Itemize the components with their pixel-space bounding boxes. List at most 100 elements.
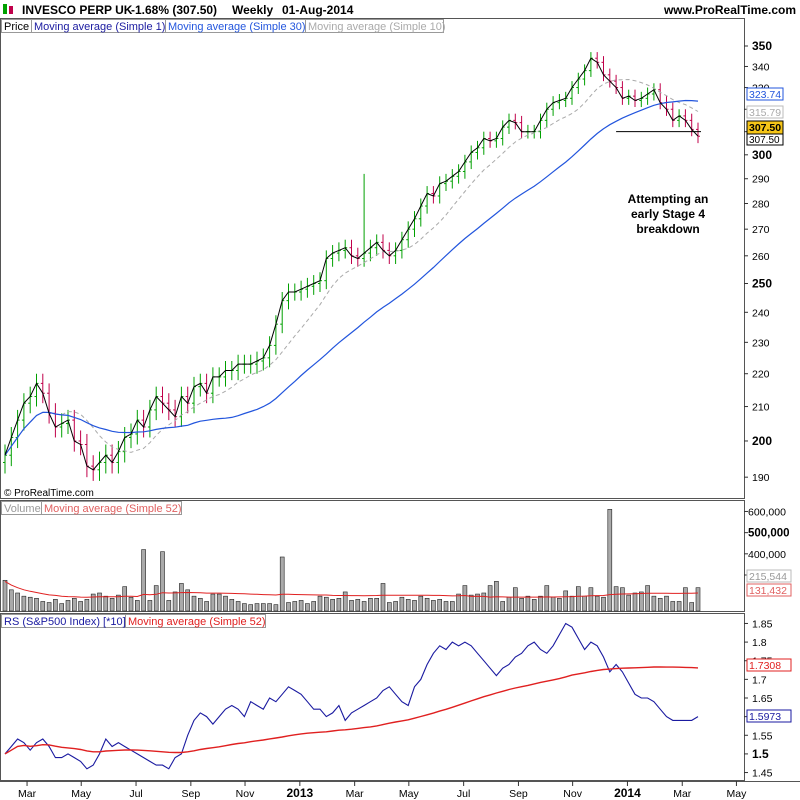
volume-bar xyxy=(468,594,474,612)
volume-bar xyxy=(525,595,531,612)
volume-bar xyxy=(632,592,638,612)
price-panel xyxy=(3,52,701,481)
volume-bar xyxy=(59,603,65,612)
volume-bar xyxy=(97,592,102,612)
label-rs: 1.5973 xyxy=(749,711,781,723)
volume-bar xyxy=(267,603,272,612)
price-tick-label: 260 xyxy=(752,251,770,263)
rs-tick-label: 1.5 xyxy=(752,747,769,761)
price-tick-label: 250 xyxy=(752,276,772,290)
rs-ma52-line xyxy=(4,666,699,755)
volume-bar xyxy=(260,603,266,612)
legend-ma10: Moving average (Simple 10) xyxy=(308,21,446,33)
price-tick-label: 220 xyxy=(752,369,770,381)
legend-volume-ma52: Moving average (Simple 52) xyxy=(44,503,182,515)
volume-bar xyxy=(336,597,342,612)
price-tick-label: 240 xyxy=(752,307,770,319)
rs-tick-label: 1.85 xyxy=(752,618,773,630)
volume-bar xyxy=(393,601,398,612)
rs-tick-label: 1.45 xyxy=(752,768,773,780)
volume-bar xyxy=(456,593,461,612)
ma1-line xyxy=(4,57,699,471)
volume-bar xyxy=(475,593,480,612)
volume-ma52-line xyxy=(4,580,699,598)
volume-bar xyxy=(323,596,329,612)
volume-value-labels: 215,544 131,432 xyxy=(746,569,792,597)
volume-bar xyxy=(40,601,46,612)
volume-bar xyxy=(494,581,499,612)
header-site: www.ProRealTime.com xyxy=(663,3,796,17)
volume-bar xyxy=(342,591,348,612)
price-tick-label: 190 xyxy=(752,472,770,484)
volume-bar xyxy=(65,600,71,612)
rs-panel xyxy=(4,622,699,770)
logo-icon xyxy=(3,4,7,14)
rs-legend: RS (S&P500 Index) [*10] Moving average (… xyxy=(1,614,266,628)
volume-bar xyxy=(368,597,373,612)
x-tick-label: Nov xyxy=(236,788,255,800)
volume-bar xyxy=(588,587,594,612)
x-tick-label: Nov xyxy=(563,788,582,800)
volume-bar xyxy=(651,595,657,612)
volume-bar xyxy=(179,583,184,612)
price-legend: Price Moving average (Simple 1) Moving a… xyxy=(1,19,743,33)
x-tick-label: Mar xyxy=(673,788,692,800)
label-last: 307.50 xyxy=(749,122,781,134)
label-ma10: 315.79 xyxy=(749,107,781,119)
legend-volume: Volume xyxy=(4,503,41,515)
price-tick-label: 280 xyxy=(752,199,770,211)
volume-bar xyxy=(437,599,443,612)
label-rs-ma52: 1.7308 xyxy=(749,660,781,672)
volume-bar xyxy=(575,586,581,612)
volume-bar xyxy=(317,595,323,612)
volume-bar xyxy=(582,595,587,612)
volume-bar xyxy=(292,601,298,612)
volume-bar xyxy=(657,597,663,612)
volume-bar xyxy=(330,599,335,612)
volume-bar xyxy=(153,585,159,612)
volume-bar xyxy=(185,589,190,612)
volume-bar xyxy=(279,556,285,612)
volume-bar xyxy=(481,592,487,612)
logo-icon-2 xyxy=(9,6,13,14)
volume-bar xyxy=(361,601,367,612)
volume-tick-label: 400,000 xyxy=(748,549,786,561)
volume-bar xyxy=(645,585,650,612)
volume-bar xyxy=(34,597,39,612)
volume-bar xyxy=(594,595,600,612)
volume-bar xyxy=(512,587,518,612)
header-date: 01-Aug-2014 xyxy=(282,3,354,17)
volume-bar xyxy=(210,593,216,612)
volume-bar xyxy=(216,593,222,612)
volume-bar xyxy=(103,595,109,612)
volume-bar xyxy=(412,600,417,612)
volume-bar xyxy=(626,594,632,612)
volume-legend: Volume Moving average (Simple 52) xyxy=(1,501,182,515)
volume-bar xyxy=(84,599,90,612)
volume-bar xyxy=(676,601,682,612)
volume-bar xyxy=(305,603,310,612)
legend-ma1: Moving average (Simple 1) xyxy=(34,21,165,33)
x-tick-label: Sep xyxy=(182,788,201,800)
volume-bar xyxy=(298,600,304,612)
price-tick-label: 300 xyxy=(752,148,772,162)
volume-bar xyxy=(449,601,455,612)
price-tick-label: 210 xyxy=(752,402,770,414)
volume-bar xyxy=(349,600,354,612)
annotation: Attempting an early Stage 4 breakdown xyxy=(628,192,709,236)
rs-tick-label: 1.65 xyxy=(752,693,773,705)
label-ma30: 323.74 xyxy=(749,89,781,101)
volume-bar xyxy=(2,579,8,612)
x-tick-label: May xyxy=(399,788,420,800)
legend-ma30: Moving average (Simple 30) xyxy=(168,21,306,33)
legend-rs-ma52: Moving average (Simple 52) xyxy=(128,616,266,628)
volume-bar xyxy=(424,597,430,612)
rs-line xyxy=(4,622,699,770)
volume-bar xyxy=(46,602,52,612)
volume-panel-frame xyxy=(0,500,745,612)
volume-bar xyxy=(487,585,493,612)
x-tick-label: Mar xyxy=(346,788,365,800)
volume-bar xyxy=(135,600,140,612)
volume-bar xyxy=(160,551,165,612)
volume-bar xyxy=(613,586,619,612)
